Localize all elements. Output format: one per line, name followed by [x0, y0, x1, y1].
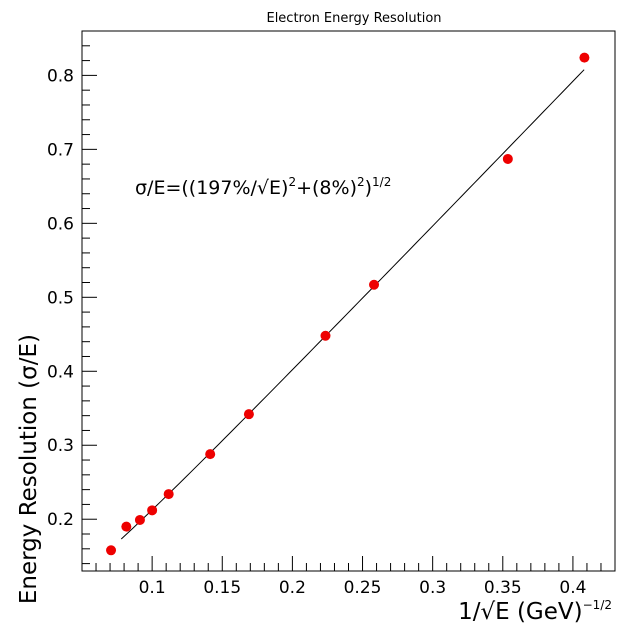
formula-mid: +(8%): [296, 177, 357, 199]
data-point: [579, 52, 590, 63]
formula-end: ): [365, 177, 372, 199]
x-tick-label: 0.1: [139, 578, 166, 598]
y-tick-label: 0.2: [47, 510, 74, 530]
x-tick-label: 0.3: [419, 578, 446, 598]
data-point: [163, 489, 174, 500]
data-point: [147, 505, 158, 516]
y-tick-label: 0.4: [47, 362, 74, 382]
formula-sup-2: 2: [357, 175, 365, 189]
x-axis-label-main: 1/√E (GeV): [458, 599, 583, 625]
chart-title: Electron Energy Resolution: [266, 11, 441, 26]
y-tick-label: 0.3: [47, 436, 74, 456]
data-point: [243, 409, 254, 420]
formula-sup-1: 2: [288, 175, 296, 189]
data-point: [134, 514, 145, 525]
plot-frame: [81, 30, 616, 572]
y-tick-label: 0.7: [47, 140, 74, 160]
data-point: [205, 449, 216, 460]
data-point: [106, 545, 117, 556]
data-point: [502, 153, 513, 164]
fit-layer: [120, 69, 585, 540]
x-tick-label: 0.4: [559, 578, 586, 598]
formula-annotation: σ/E=((197%/√E)2+(8%)2)1/2: [135, 175, 391, 199]
x-tick-label: 0.2: [279, 578, 306, 598]
y-tick-label: 0.6: [47, 214, 74, 234]
data-point: [369, 279, 380, 290]
formula-base: σ/E=((197%/√E): [135, 177, 288, 199]
x-axis-ticks: 0.1 0.15 0.2 0.25 0.3 0.35 0.4: [95, 556, 602, 598]
y-tick-label: 0.8: [47, 66, 74, 86]
y-axis-ticks: 0.2 0.3 0.4 0.5 0.6 0.7 0.8: [47, 45, 97, 565]
y-axis-label: Energy Resolution (σ/E): [16, 334, 42, 604]
x-axis-label-superscript: −1/2: [583, 598, 612, 612]
data-point: [320, 330, 331, 341]
formula-sup-3: 1/2: [372, 175, 391, 189]
x-tick-label: 0.35: [484, 578, 522, 598]
fit-curve: [120, 69, 585, 540]
x-tick-label: 0.15: [203, 578, 241, 598]
data-points: [106, 52, 590, 556]
x-tick-label: 0.25: [344, 578, 382, 598]
y-tick-label: 0.5: [47, 288, 74, 308]
x-axis-label: 1/√E (GeV)−1/2: [458, 598, 612, 625]
data-point: [121, 521, 132, 532]
